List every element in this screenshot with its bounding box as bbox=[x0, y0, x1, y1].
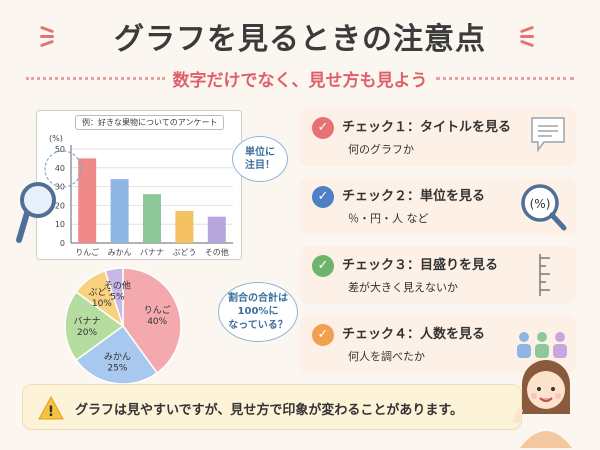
pie-value-label: 10% bbox=[92, 299, 112, 309]
pie-label: みかん bbox=[104, 352, 131, 363]
x-tick-label: その他 bbox=[205, 247, 229, 257]
y-tick-label: 40 bbox=[55, 164, 65, 173]
bar-0 bbox=[78, 158, 97, 243]
page-title: グラフを見るときの注意点 bbox=[114, 22, 486, 57]
teacher-avatar-icon bbox=[512, 360, 572, 448]
y-tick-label: 50 bbox=[55, 145, 65, 154]
ratio-callout-bubble: 割合の合計は 100%に なっている？ bbox=[218, 282, 298, 342]
x-tick-label: バナナ bbox=[140, 248, 164, 257]
pie-value-label: 20% bbox=[77, 328, 97, 338]
y-tick-label: 20 bbox=[55, 201, 65, 210]
pie-slice-1 bbox=[75, 324, 159, 385]
check-item-count: ✓ チェック４：人数を見る 何人を調べたか bbox=[300, 315, 576, 373]
svg-text:!: ! bbox=[48, 404, 54, 420]
y-axis-label: (%) bbox=[49, 134, 63, 143]
x-tick-label: みかん bbox=[108, 248, 132, 257]
bar-2 bbox=[143, 194, 161, 243]
check-mark-icon: ✓ bbox=[312, 255, 334, 277]
magnifier-percent-icon: (%) bbox=[521, 184, 567, 231]
check-desc: 何人を調べたか bbox=[348, 350, 425, 363]
scale-ruler-icon bbox=[539, 254, 550, 296]
check-desc: 何のグラフか bbox=[348, 143, 414, 156]
pie-slice-2 bbox=[64, 290, 125, 362]
pie-value-label: 25% bbox=[107, 364, 127, 374]
subtitle: 数字だけでなく、見せ方も見よう bbox=[172, 70, 428, 91]
x-tick-label: ぶどう bbox=[172, 248, 196, 257]
bar-4 bbox=[207, 216, 226, 243]
unit-highlight-circle bbox=[44, 150, 82, 188]
title-decoration-left bbox=[39, 24, 55, 49]
x-tick-label: りんご bbox=[75, 247, 99, 257]
check-desc: 差が大きく見えないか bbox=[348, 281, 458, 294]
bar-3 bbox=[175, 211, 194, 243]
warning-icon: ! bbox=[38, 395, 64, 420]
check-mark-icon: ✓ bbox=[312, 186, 334, 208]
pie-label: その他 bbox=[104, 279, 131, 291]
pie-slice-0 bbox=[122, 267, 182, 374]
check-heading: チェック４：人数を見る bbox=[342, 327, 486, 342]
bar-1 bbox=[110, 179, 129, 243]
pie-label: りんご bbox=[144, 304, 171, 316]
magnifier-icon bbox=[16, 182, 56, 243]
pie-value-label: 40% bbox=[147, 317, 167, 327]
chat-bubble-icon bbox=[531, 117, 565, 153]
check-heading: チェック３：目盛りを見る bbox=[342, 258, 499, 273]
pie-value-label: 5% bbox=[110, 292, 125, 302]
check-mark-icon: ✓ bbox=[312, 117, 334, 139]
check-item-title: ✓ チェック１：タイトルを見る 何のグラフか bbox=[300, 108, 576, 166]
check-heading: チェック１：タイトルを見る bbox=[342, 120, 512, 135]
y-tick-label: 10 bbox=[55, 220, 65, 229]
bar-chart-caption: 例：好きな果物についてのアンケート bbox=[75, 115, 225, 130]
check-item-unit: ✓ チェック２：単位を見る ％・円・人 など (%) bbox=[300, 177, 576, 235]
pie-label: バナナ bbox=[74, 316, 101, 327]
subtitle-row: 数字だけでなく、見せ方も見よう bbox=[18, 66, 582, 91]
check-item-scale: ✓ チェック３：目盛りを見る 差が大きく見えないか bbox=[300, 246, 576, 304]
check-desc: ％・円・人 など bbox=[348, 212, 429, 225]
footer-note: ! グラフは見やすいですが、見せ方で印象が変わることがあります。 bbox=[22, 384, 522, 430]
y-tick-label: 0 bbox=[60, 239, 65, 248]
unit-callout-bubble: 単位に 注目！ bbox=[232, 136, 288, 182]
people-icon bbox=[517, 332, 567, 358]
check-mark-icon: ✓ bbox=[312, 324, 334, 346]
bar-chart-panel: (%) 0 10 20 30 40 50 りんご みかん バナナ ぶどう その他 例：好きな果物につい… bbox=[36, 110, 242, 260]
check-heading: チェック２：単位を見る bbox=[342, 189, 486, 204]
svg-text:(%): (%) bbox=[530, 197, 551, 211]
title-decoration-right bbox=[519, 24, 535, 49]
pie-slice-4 bbox=[104, 267, 124, 327]
pie-label: ぶどう bbox=[88, 287, 115, 298]
footer-text: グラフは見やすいですが、見せ方で印象が変わることがあります。 bbox=[75, 403, 464, 418]
